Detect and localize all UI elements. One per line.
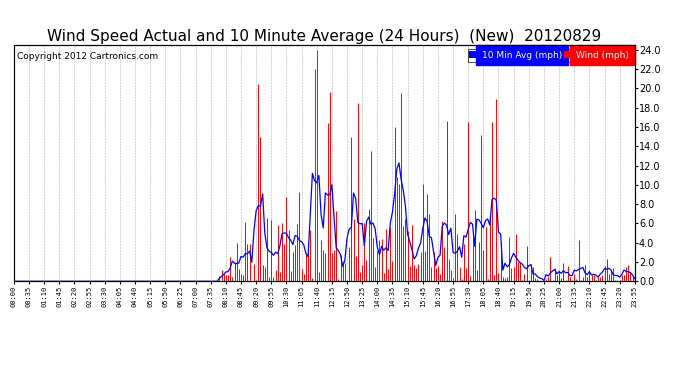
Legend: 10 Min Avg (mph), Wind (mph): 10 Min Avg (mph), Wind (mph) bbox=[468, 49, 631, 62]
Title: Wind Speed Actual and 10 Minute Average (24 Hours)  (New)  20120829: Wind Speed Actual and 10 Minute Average … bbox=[47, 29, 602, 44]
Text: Copyright 2012 Cartronics.com: Copyright 2012 Cartronics.com bbox=[17, 52, 158, 61]
